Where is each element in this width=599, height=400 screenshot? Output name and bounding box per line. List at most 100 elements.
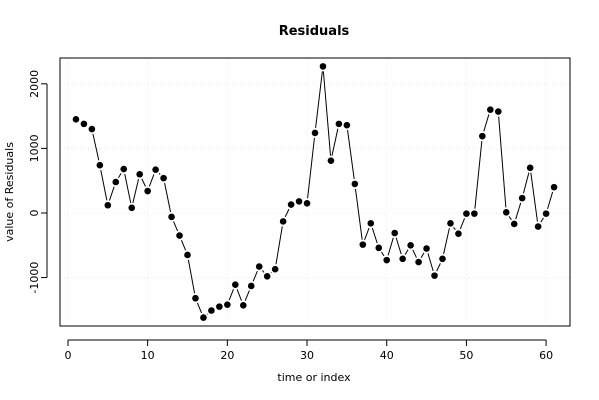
data-point <box>311 129 319 137</box>
data-point <box>494 108 502 115</box>
plot-frame <box>59 57 571 327</box>
data-point <box>399 255 406 263</box>
data-point <box>255 263 263 270</box>
series-segment <box>252 271 258 282</box>
data-point <box>479 132 486 140</box>
series-segment <box>262 270 265 273</box>
data-point <box>287 201 295 208</box>
series-segment <box>515 202 522 220</box>
series-segment <box>498 116 507 208</box>
data-point <box>439 255 446 263</box>
series-segment <box>412 249 417 258</box>
data-point <box>263 272 271 280</box>
data-point <box>455 230 462 237</box>
data-point <box>447 220 454 227</box>
data-point <box>104 201 112 209</box>
x-tick-label: 50 <box>459 349 473 362</box>
data-point <box>208 307 215 314</box>
data-point <box>351 180 359 188</box>
series-segment <box>381 251 385 257</box>
y-axis-label: value of Residuals <box>3 142 16 242</box>
data-point <box>415 258 422 266</box>
data-point <box>471 210 478 217</box>
series-segment <box>427 253 434 271</box>
data-point <box>510 220 518 228</box>
series-segment <box>354 188 363 240</box>
series-segment <box>180 240 187 251</box>
data-point <box>96 161 104 169</box>
series-segment <box>547 191 554 209</box>
data-point <box>423 245 430 252</box>
x-tick-label: 40 <box>380 349 394 362</box>
series-segment <box>164 182 172 213</box>
data-point <box>271 265 279 273</box>
series-segment <box>117 173 122 178</box>
series-segment <box>508 216 512 221</box>
residuals-series <box>72 63 558 321</box>
data-point <box>534 223 542 230</box>
series-segment <box>331 128 339 156</box>
data-point <box>176 232 183 239</box>
series-segment <box>228 289 234 301</box>
data-point <box>335 120 343 128</box>
y-tick-label: 0 <box>28 209 41 216</box>
data-point <box>295 198 303 205</box>
series-segment <box>158 173 161 175</box>
x-tick-label: 30 <box>300 349 314 362</box>
series-segment <box>173 221 179 232</box>
y-tick-label: 1000 <box>28 134 41 162</box>
series-segment <box>530 172 538 222</box>
series-segment <box>364 227 370 241</box>
data-point <box>184 251 191 259</box>
series-segment <box>404 249 409 255</box>
data-point <box>192 294 199 302</box>
data-point <box>128 204 136 212</box>
series-segment <box>540 217 544 223</box>
x-tick-label: 10 <box>141 349 155 362</box>
data-point <box>303 200 311 207</box>
y-axis: -1000 0 1000 2000 <box>28 70 48 294</box>
series-segment <box>187 259 196 294</box>
data-point <box>160 174 167 182</box>
series-segment <box>395 237 402 255</box>
y-tick-label: 2000 <box>28 70 41 98</box>
series-segment <box>100 170 108 201</box>
data-point <box>526 164 534 172</box>
data-point <box>152 166 159 174</box>
data-point <box>383 256 391 264</box>
data-point <box>80 120 88 128</box>
series-segment <box>322 71 332 156</box>
series-segment <box>315 71 323 129</box>
grid-lines <box>60 58 570 326</box>
series-segment <box>92 133 100 161</box>
x-tick-label: 20 <box>220 349 234 362</box>
chart-title: Residuals <box>279 24 350 39</box>
series-segment <box>236 289 242 301</box>
data-point <box>224 301 231 308</box>
data-point <box>542 210 550 217</box>
series-segment <box>108 186 115 201</box>
series-segment <box>474 141 483 209</box>
series-segment <box>420 252 425 259</box>
x-axis-label: time or index <box>277 371 351 384</box>
data-point <box>463 210 470 217</box>
data-point <box>359 241 367 248</box>
data-point <box>518 194 526 202</box>
series-segment <box>347 130 355 180</box>
series-segment <box>124 173 132 204</box>
data-point <box>327 157 335 164</box>
data-point <box>319 63 327 70</box>
series-segment <box>141 178 146 187</box>
x-axis: 0 10 20 30 40 50 60 <box>64 339 553 362</box>
data-point <box>112 178 120 186</box>
series-segment <box>387 237 394 256</box>
series-segment <box>244 290 250 301</box>
x-tick-label: 60 <box>539 349 553 362</box>
data-point <box>279 218 287 225</box>
data-point <box>550 183 558 191</box>
data-point <box>232 281 239 288</box>
data-point <box>120 165 128 173</box>
series-segment <box>307 137 315 199</box>
series-segment <box>284 208 290 218</box>
